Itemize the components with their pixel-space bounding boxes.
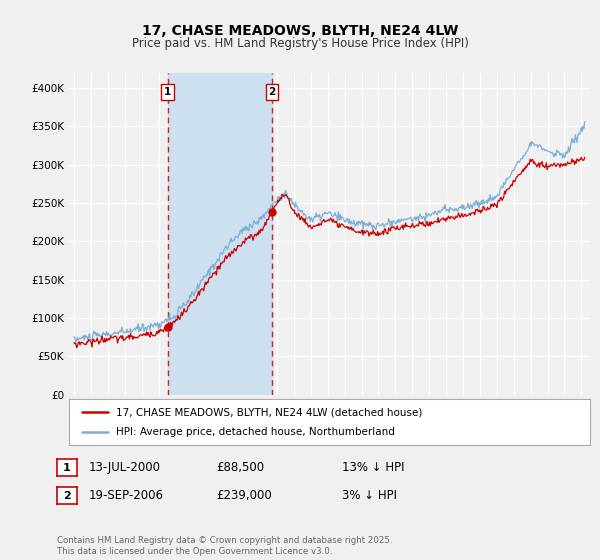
Text: 17, CHASE MEADOWS, BLYTH, NE24 4LW: 17, CHASE MEADOWS, BLYTH, NE24 4LW (142, 24, 458, 38)
Text: 2: 2 (63, 491, 71, 501)
Text: 19-SEP-2006: 19-SEP-2006 (89, 489, 164, 502)
Text: £88,500: £88,500 (216, 461, 264, 474)
Text: Contains HM Land Registry data © Crown copyright and database right 2025.
This d: Contains HM Land Registry data © Crown c… (57, 536, 392, 556)
Text: 1: 1 (164, 87, 171, 97)
Text: HPI: Average price, detached house, Northumberland: HPI: Average price, detached house, Nort… (116, 427, 395, 437)
Bar (167, 73, 272, 395)
Text: 1: 1 (63, 463, 71, 473)
Text: 17, CHASE MEADOWS, BLYTH, NE24 4LW (detached house): 17, CHASE MEADOWS, BLYTH, NE24 4LW (deta… (116, 407, 422, 417)
Text: 13% ↓ HPI: 13% ↓ HPI (342, 461, 404, 474)
Text: 13-JUL-2000: 13-JUL-2000 (89, 461, 161, 474)
Text: £239,000: £239,000 (216, 489, 272, 502)
Text: 2: 2 (269, 87, 276, 97)
Text: 3% ↓ HPI: 3% ↓ HPI (342, 489, 397, 502)
Text: Price paid vs. HM Land Registry's House Price Index (HPI): Price paid vs. HM Land Registry's House … (131, 37, 469, 50)
